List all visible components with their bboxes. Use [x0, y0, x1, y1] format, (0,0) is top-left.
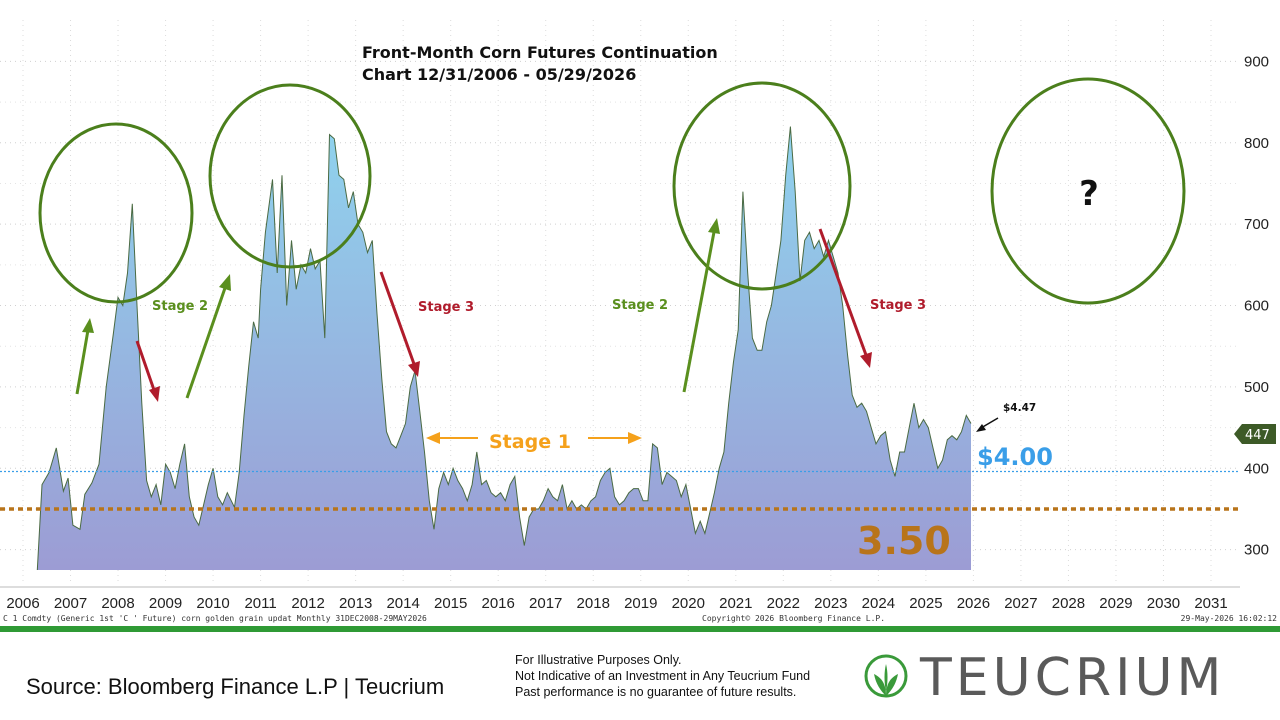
stage2-arrow-2007	[75, 318, 94, 395]
x-tick-label: 2021	[719, 595, 752, 612]
x-tick-label: 2019	[624, 595, 657, 612]
x-tick-label: 2013	[339, 595, 372, 612]
y-tick-label: 300	[1244, 542, 1269, 559]
y-tick-label: 900	[1244, 53, 1269, 70]
stage2-arrow-2020	[682, 218, 720, 393]
x-tick-label: 2023	[814, 595, 847, 612]
footer-ticker-info: C 1 Comdty (Generic 1st 'C ' Future) cor…	[3, 614, 427, 623]
x-tick-label: 2010	[196, 595, 229, 612]
stage1-label: Stage 1	[489, 431, 571, 453]
green-divider	[0, 626, 1280, 632]
x-tick-label: 2029	[1099, 595, 1132, 612]
stage2-label-1: Stage 2	[152, 299, 208, 314]
x-tick-label: 2028	[1052, 595, 1085, 612]
source-text: Source: Bloomberg Finance L.P | Teucrium	[26, 674, 445, 699]
y-tick-label: 400	[1244, 460, 1269, 477]
stage3-arrow-2008	[135, 340, 160, 402]
x-tick-label: 2009	[149, 595, 182, 612]
y-tick-label: 800	[1244, 135, 1269, 152]
x-tick-label: 2016	[482, 595, 515, 612]
disclaimer-line-1: For Illustrative Purposes Only.	[515, 653, 682, 667]
level-350-label: 3.50	[857, 519, 951, 563]
last-value-badge	[1234, 424, 1276, 444]
y-axis-ticks: 300 400 500 600 700 800 900	[1244, 53, 1269, 558]
footer-copyright: Copyright© 2026 Bloomberg Finance L.P.	[702, 614, 886, 623]
price-pointer-arrow	[976, 417, 999, 432]
stage3-label-2: Stage 3	[870, 298, 926, 313]
teucrium-logo: TEUCRIUM	[862, 646, 1252, 710]
price-area	[37, 126, 972, 570]
x-tick-label: 2015	[434, 595, 467, 612]
x-tick-label: 2008	[101, 595, 134, 612]
x-tick-label: 2030	[1147, 595, 1180, 612]
x-tick-label: 2014	[386, 595, 419, 612]
footer-timestamp: 29-May-2026 16:02:12	[1180, 614, 1277, 623]
x-tick-label: 2031	[1194, 595, 1227, 612]
y-tick-label: 700	[1244, 216, 1269, 233]
x-tick-label: 2018	[577, 595, 610, 612]
y-tick-label: 500	[1244, 379, 1269, 396]
x-tick-label: 2027	[1004, 595, 1037, 612]
x-tick-label: 2012	[291, 595, 324, 612]
x-tick-label: 2006	[6, 595, 39, 612]
chart-title-line2: Chart 12/31/2006 - 05/29/2026	[362, 65, 636, 84]
y-tick-label: 600	[1244, 298, 1269, 315]
stage2-arrow-2010	[185, 274, 231, 399]
x-tick-label: 2025	[909, 595, 942, 612]
peak-circle-2022	[672, 81, 852, 291]
peak-circle-2012	[208, 83, 372, 269]
last-value-text: 447	[1245, 428, 1270, 443]
stage1-arrow-left	[426, 432, 478, 444]
disclaimer-line-2: Not Indicative of an Investment in Any T…	[515, 669, 811, 683]
stage3-arrow-2023	[818, 228, 872, 368]
x-axis-ticks: 2006 2007 2008 2009 2010 2011 2012 2013 2014 2015…	[0, 586, 1240, 612]
stage3-arrow-2013	[379, 271, 420, 377]
x-tick-label: 2007	[54, 595, 87, 612]
x-tick-label: 2026	[957, 595, 990, 612]
level-400-label: $4.00	[977, 443, 1053, 471]
disclaimer-line-3: Past performance is no guarantee of futu…	[515, 685, 797, 699]
chart-title-line1: Front-Month Corn Futures Continuation	[362, 43, 718, 62]
bloomberg-footer: C 1 Comdty (Generic 1st 'C ' Future) cor…	[0, 612, 1280, 626]
peak-circle-2008	[38, 122, 194, 304]
disclaimer: For Illustrative Purposes Only. Not Indi…	[515, 652, 810, 700]
leaf-icon	[864, 654, 908, 698]
x-tick-label: 2017	[529, 595, 562, 612]
corn-futures-chart: 2006 2007 2008 2009 2010 2011 2012 2013 2014 2015…	[0, 20, 1276, 612]
question-mark: ?	[1079, 174, 1099, 214]
price-label-447: $4.47	[1003, 402, 1036, 414]
future-circle	[990, 77, 1186, 305]
x-tick-label: 2024	[862, 595, 895, 612]
x-tick-label: 2011	[244, 595, 276, 612]
x-tick-label: 2022	[767, 595, 800, 612]
stage2-label-2: Stage 2	[612, 298, 668, 313]
stage3-label-1: Stage 3	[418, 300, 474, 315]
brand-name: TEUCRIUM	[920, 648, 1226, 708]
price-line	[36, 126, 972, 571]
stage1-arrow-right	[588, 432, 642, 444]
x-tick-label: 2020	[672, 595, 705, 612]
